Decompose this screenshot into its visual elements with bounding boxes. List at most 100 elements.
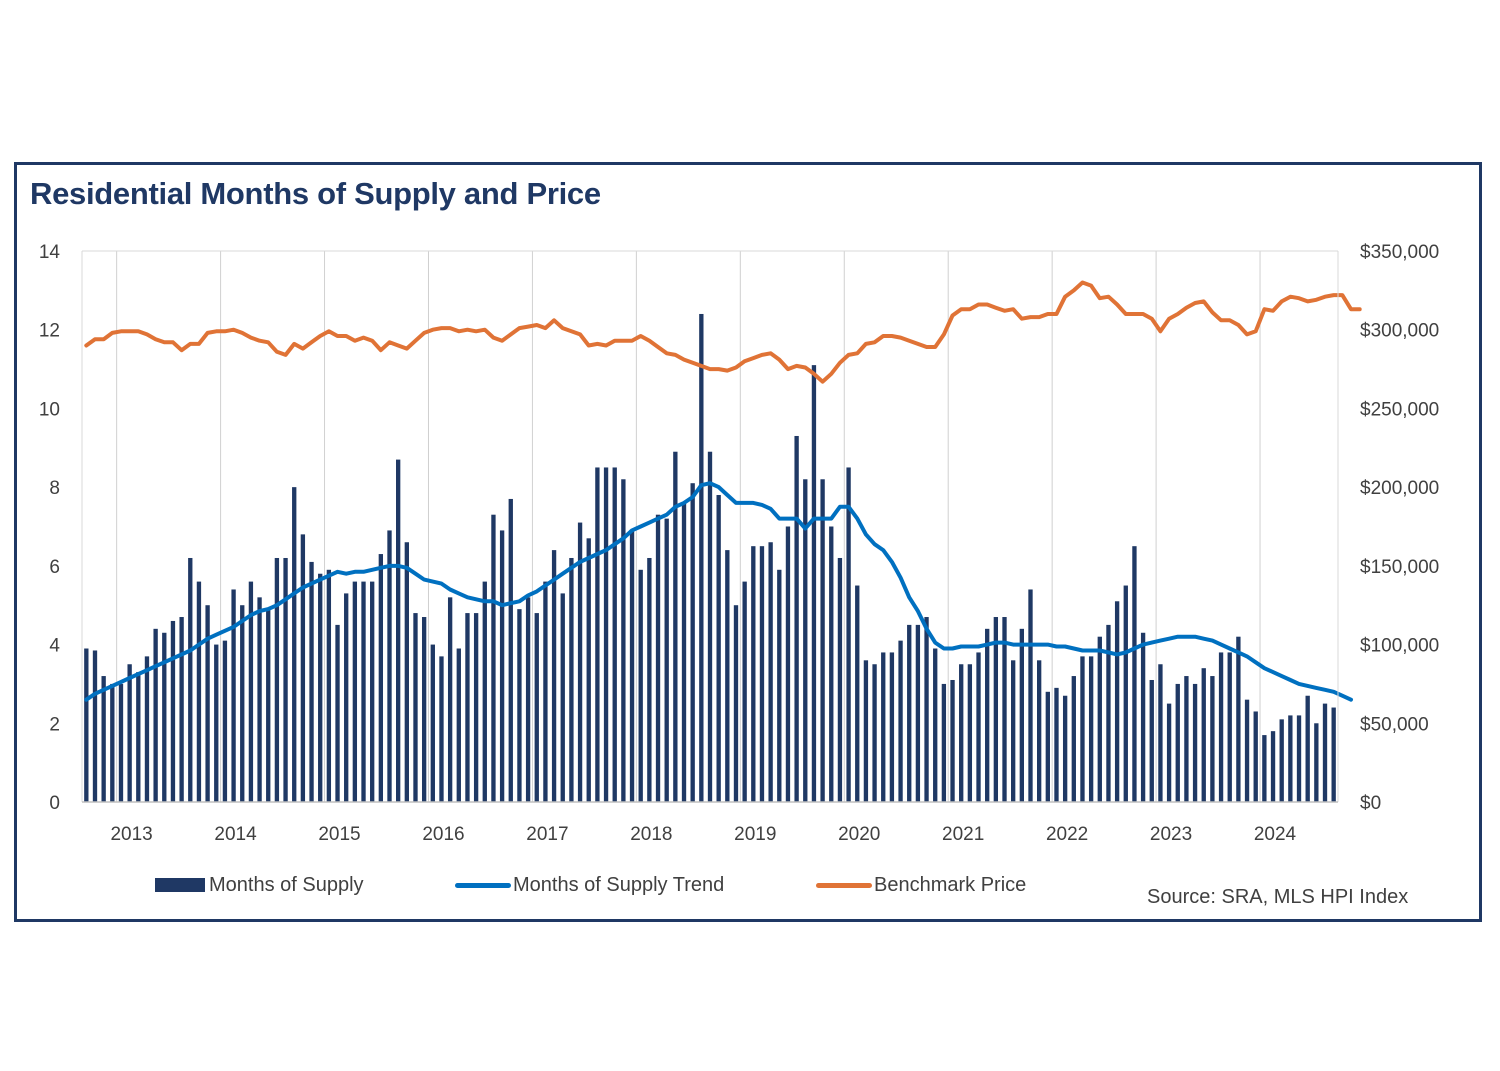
- bar-months-of-supply: [690, 483, 695, 802]
- bar-months-of-supply: [603, 467, 609, 802]
- bar-months-of-supply: [751, 546, 756, 802]
- x-axis-tick: 2023: [1150, 824, 1192, 845]
- bar-months-of-supply: [413, 613, 418, 802]
- bar-months-of-supply: [525, 597, 531, 802]
- bar-months-of-supply: [1175, 683, 1180, 802]
- bar-months-of-supply: [993, 617, 999, 802]
- left-axis-tick: 10: [39, 399, 60, 420]
- bar-months-of-supply: [162, 632, 167, 802]
- x-axis-tick: 2013: [110, 824, 152, 845]
- bar-months-of-supply: [820, 479, 825, 802]
- bar-months-of-supply: [387, 530, 392, 802]
- right-axis-tick: $300,000: [1360, 321, 1439, 342]
- bar-months-of-supply: [560, 593, 565, 802]
- bar-months-of-supply: [907, 624, 912, 802]
- bar-months-of-supply: [1201, 668, 1206, 802]
- bar-months-of-supply: [248, 581, 254, 802]
- bar-months-of-supply: [1106, 624, 1111, 802]
- bar-months-of-supply: [1305, 695, 1310, 802]
- bar-months-of-supply: [846, 467, 851, 802]
- bar-months-of-supply: [933, 648, 938, 802]
- bar-months-of-supply: [976, 652, 981, 802]
- bar-months-of-supply: [569, 557, 574, 802]
- bar-months-of-supply: [447, 597, 453, 802]
- bar-months-of-supply: [1244, 699, 1250, 802]
- bar-months-of-supply: [292, 487, 297, 802]
- x-axis-tick: 2021: [942, 824, 984, 845]
- bar-months-of-supply: [370, 581, 375, 802]
- bar-months-of-supply: [1140, 632, 1146, 802]
- bar-months-of-supply: [1166, 703, 1172, 802]
- bar-months-of-supply: [1019, 628, 1024, 802]
- bar-months-of-supply: [257, 597, 262, 802]
- bar-months-of-supply: [439, 656, 444, 802]
- bar-months-of-supply: [240, 605, 245, 802]
- bar-months-of-supply: [517, 609, 522, 802]
- bar-months-of-supply: [898, 640, 903, 802]
- x-axis-tick: 2020: [838, 824, 880, 845]
- chart-title: Residential Months of Supply and Price: [30, 176, 601, 211]
- bar-months-of-supply: [101, 676, 106, 802]
- right-axis-tick: $200,000: [1360, 478, 1439, 499]
- bar-months-of-supply: [950, 679, 955, 802]
- bar-months-of-supply: [1322, 703, 1328, 802]
- bar-months-of-supply: [205, 605, 210, 802]
- x-axis-tick: 2014: [214, 824, 257, 845]
- bar-months-of-supply: [967, 664, 973, 802]
- left-axis-tick: 0: [49, 793, 60, 814]
- bar-months-of-supply: [863, 660, 869, 802]
- bar-months-of-supply: [655, 514, 661, 802]
- bar-months-of-supply: [1071, 676, 1076, 802]
- bar-months-of-supply: [1296, 715, 1302, 802]
- bar-months-of-supply: [768, 542, 773, 802]
- legend-item-benchmark-price: Benchmark Price: [816, 872, 1026, 898]
- bar-months-of-supply: [837, 557, 843, 802]
- bar-months-of-supply: [499, 530, 505, 802]
- bar-months-of-supply: [309, 561, 314, 802]
- bar-months-of-supply: [915, 624, 921, 802]
- bar-months-of-supply: [1262, 735, 1267, 802]
- bar-months-of-supply: [1132, 546, 1137, 802]
- bar-months-of-supply: [473, 613, 479, 802]
- bar-months-of-supply: [1210, 676, 1215, 802]
- bar-months-of-supply: [595, 467, 600, 802]
- bar-months-of-supply: [1002, 617, 1007, 802]
- bar-months-of-supply: [1028, 589, 1033, 802]
- bar-months-of-supply: [508, 498, 513, 802]
- legend-label: Months of Supply: [209, 873, 364, 896]
- bar-months-of-supply: [127, 664, 132, 802]
- bar-months-of-supply: [274, 557, 280, 802]
- bar-months-of-supply: [716, 495, 721, 802]
- bar-months-of-supply: [794, 435, 799, 802]
- bar-months-of-supply: [222, 640, 228, 802]
- bar-months-of-supply: [759, 546, 765, 802]
- legend-swatch-line: [816, 882, 872, 888]
- bar-months-of-supply: [777, 569, 782, 802]
- bar-months-of-supply: [959, 664, 964, 802]
- bar-months-of-supply: [1045, 691, 1050, 802]
- bar-months-of-supply: [1218, 652, 1224, 802]
- bar-months-of-supply: [170, 620, 176, 802]
- x-axis-tick: 2015: [318, 824, 360, 845]
- bar-months-of-supply: [699, 313, 704, 802]
- bar-months-of-supply: [421, 617, 427, 802]
- bar-months-of-supply: [855, 585, 860, 802]
- bar-months-of-supply: [118, 683, 124, 802]
- bar-months-of-supply: [1192, 683, 1198, 802]
- bar-months-of-supply: [153, 628, 158, 802]
- legend-item-months-of-supply-trend: Months of Supply Trend: [455, 872, 724, 898]
- bar-months-of-supply: [803, 479, 808, 802]
- bar-months-of-supply: [1036, 660, 1042, 802]
- bar-months-of-supply: [318, 573, 323, 802]
- bar-months-of-supply: [1288, 715, 1293, 802]
- bar-months-of-supply: [283, 557, 288, 802]
- bar-months-of-supply: [1062, 695, 1068, 802]
- bar-months-of-supply: [1123, 585, 1128, 802]
- bar-months-of-supply: [1011, 660, 1016, 802]
- bar-months-of-supply: [551, 550, 557, 802]
- bar-months-of-supply: [543, 581, 548, 802]
- bar-months-of-supply: [1114, 601, 1120, 802]
- bar-months-of-supply: [586, 538, 591, 802]
- bar-months-of-supply: [1236, 636, 1241, 802]
